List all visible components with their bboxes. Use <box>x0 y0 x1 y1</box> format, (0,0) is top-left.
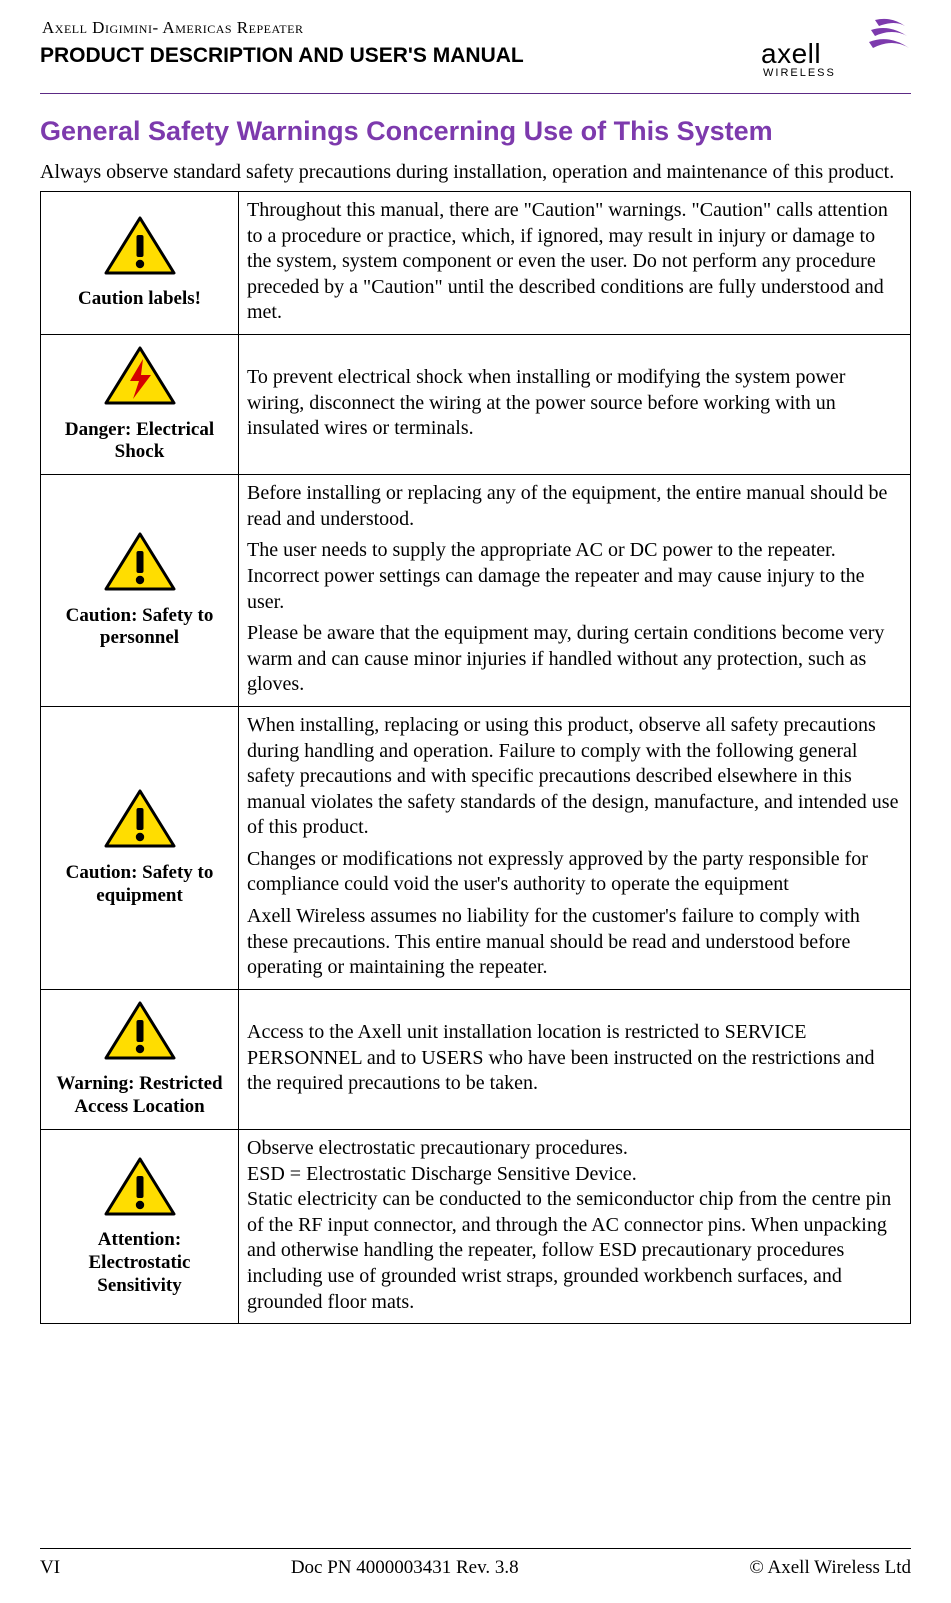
text-cell: To prevent electrical shock when install… <box>239 334 911 474</box>
text-cell: Observe electrostatic precautionary proc… <box>239 1130 911 1324</box>
table-row: Danger: Electrical Shock To prevent elect… <box>41 334 911 474</box>
footer-page: VI <box>40 1557 60 1579</box>
row-label: Caution: Safety to personnel <box>45 605 234 651</box>
text-cell: Throughout this manual, there are "Cauti… <box>239 192 911 335</box>
footer: VI Doc PN 4000003431 Rev. 3.8 © Axell Wi… <box>40 1548 911 1579</box>
footer-row: VI Doc PN 4000003431 Rev. 3.8 © Axell Wi… <box>40 1557 911 1579</box>
footer-doc: Doc PN 4000003431 Rev. 3.8 <box>291 1557 519 1579</box>
header-left: Axell Digimini- Americas Repeater PRODUC… <box>40 18 751 68</box>
paragraph: Throughout this manual, there are "Cauti… <box>247 198 902 326</box>
icon-cell: Danger: Electrical Shock <box>41 334 239 474</box>
paragraph: When installing, replacing or using this… <box>247 713 902 841</box>
paragraph: Please be aware that the equipment may, … <box>247 621 902 698</box>
row-label: Warning: Restricted Access Location <box>45 1073 234 1119</box>
table-row: Caution: Safety to personnel Before insta… <box>41 475 911 707</box>
brand-name: axell <box>761 38 821 69</box>
axell-logo-icon: axell WIRELESS <box>761 18 911 78</box>
paragraph: Changes or modifications not expressly a… <box>247 847 902 898</box>
icon-cell: Caution labels! <box>41 192 239 335</box>
caution-icon <box>103 1156 177 1218</box>
text-cell: When installing, replacing or using this… <box>239 706 911 989</box>
icon-cell: Warning: Restricted Access Location <box>41 989 239 1129</box>
section-intro: Always observe standard safety precautio… <box>40 159 911 185</box>
brand-logo: axell WIRELESS <box>751 18 911 83</box>
footer-copyright: © Axell Wireless Ltd <box>749 1557 911 1579</box>
section-title: General Safety Warnings Concerning Use o… <box>40 116 911 147</box>
footer-rule <box>40 1548 911 1549</box>
icon-cell: Attention: Electrostatic Sensitivity <box>41 1130 239 1324</box>
icon-cell: Caution: Safety to personnel <box>41 475 239 707</box>
paragraph: Axell Wireless assumes no liability for … <box>247 904 902 981</box>
paragraph: The user needs to supply the appropriate… <box>247 538 902 615</box>
header: Axell Digimini- Americas Repeater PRODUC… <box>40 18 911 83</box>
brand-sub: WIRELESS <box>763 67 836 78</box>
header-rule <box>40 93 911 94</box>
paragraph: Observe electrostatic precautionary proc… <box>247 1136 902 1315</box>
table-row: Warning: Restricted Access Location Acces… <box>41 989 911 1129</box>
shock-icon <box>103 345 177 407</box>
paragraph: Access to the Axell unit installation lo… <box>247 1020 902 1097</box>
caution-icon <box>103 788 177 850</box>
icon-cell: Caution: Safety to equipment <box>41 706 239 989</box>
table-row: Attention: Electrostatic SensitivityObse… <box>41 1130 911 1324</box>
page: Axell Digimini- Americas Repeater PRODUC… <box>0 0 951 1603</box>
row-label: Attention: Electrostatic Sensitivity <box>45 1229 234 1297</box>
table-row: Caution labels! Throughout this manual, t… <box>41 192 911 335</box>
table-row: Caution: Safety to equipment When install… <box>41 706 911 989</box>
text-cell: Access to the Axell unit installation lo… <box>239 989 911 1129</box>
paragraph: Before installing or replacing any of th… <box>247 481 902 532</box>
text-cell: Before installing or replacing any of th… <box>239 475 911 707</box>
paragraph: To prevent electrical shock when install… <box>247 365 902 442</box>
row-label: Caution labels! <box>45 288 234 311</box>
product-line: Axell Digimini- Americas Repeater <box>42 18 751 38</box>
caution-icon <box>103 215 177 277</box>
manual-title: PRODUCT DESCRIPTION AND USER'S MANUAL <box>40 44 751 68</box>
caution-icon <box>103 531 177 593</box>
caution-icon <box>103 1000 177 1062</box>
row-label: Caution: Safety to equipment <box>45 862 234 908</box>
safety-table: Caution labels! Throughout this manual, t… <box>40 191 911 1324</box>
row-label: Danger: Electrical Shock <box>45 419 234 465</box>
